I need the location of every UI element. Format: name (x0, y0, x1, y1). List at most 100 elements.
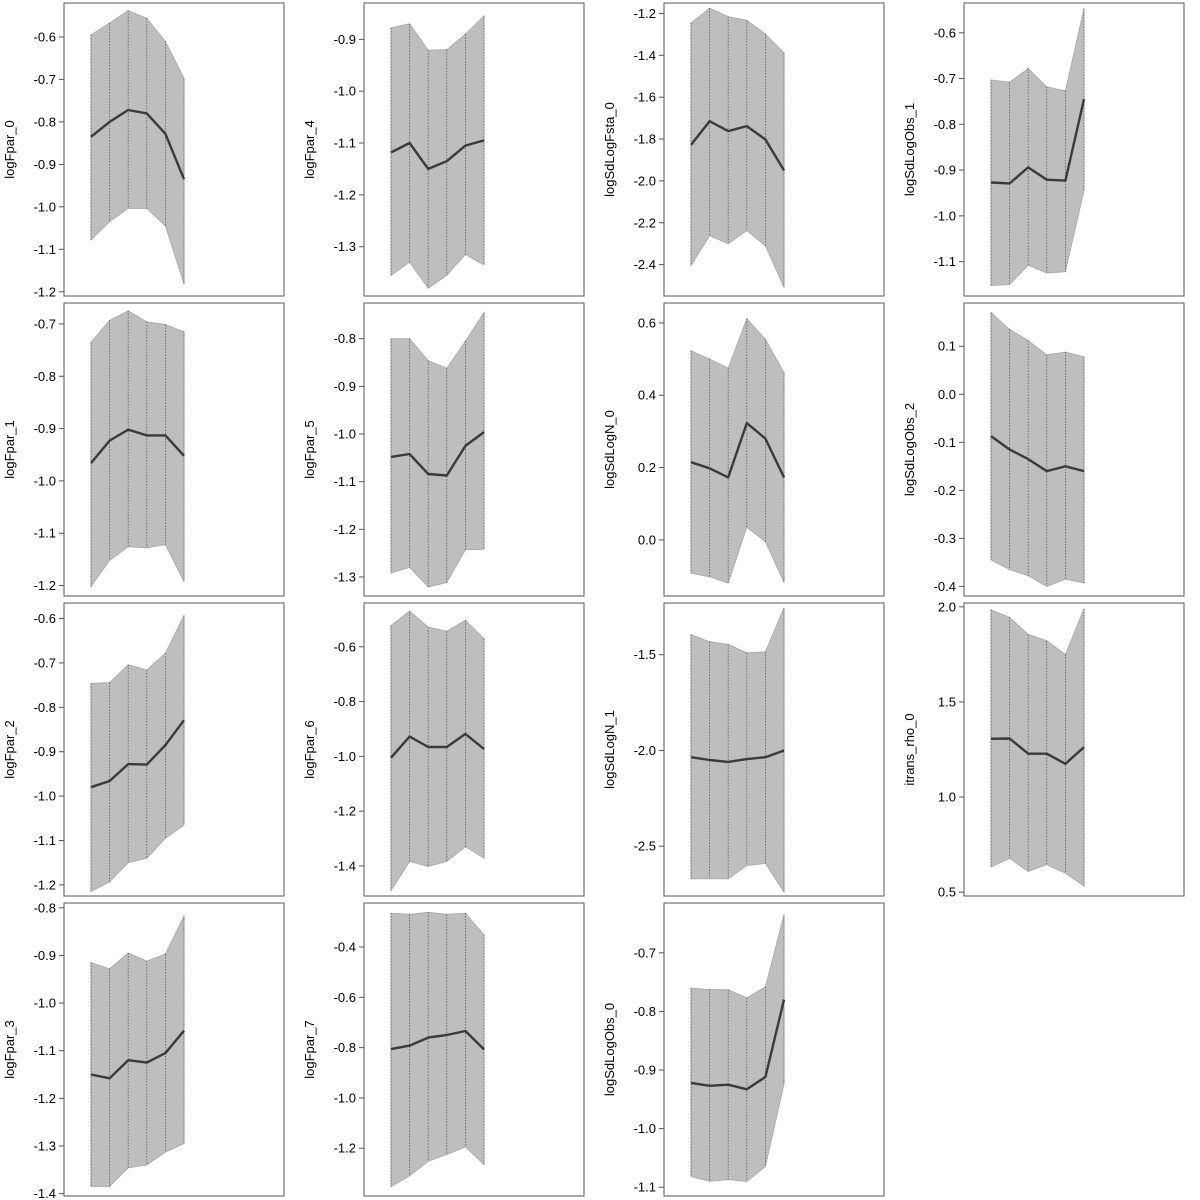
y-tick-label: -0.9 (334, 32, 356, 47)
plot-frame (63, 2, 285, 297)
y-tick-label: 2.0 (938, 599, 956, 614)
y-tick-label: -0.6 (334, 990, 356, 1005)
y-tick-label: -0.8 (34, 700, 56, 715)
panel-logSdLogObs_0: -0.7 -0.8 -0.9 -1.0 -1.1 logSdLogObs_0 (602, 902, 885, 1197)
y-axis-label: logFpar_6 (302, 720, 317, 779)
panel-logFpar_1: -0.7 -0.8 -0.9 -1.0 -1.1 -1.2 logFpar_1 (2, 302, 285, 597)
y-tick-label: -1.1 (34, 833, 56, 848)
y-tick-label: -0.8 (334, 331, 356, 346)
y-tick-label: 1.5 (938, 694, 956, 709)
y-tick-label: -1.0 (34, 199, 56, 214)
y-tick-label: -1.1 (34, 1043, 56, 1058)
y-axis-label: logSdLogN_0 (602, 410, 617, 489)
panel-logFpar_7: -0.4 -0.6 -0.8 -1.0 -1.2 logFpar_7 (302, 902, 585, 1197)
y-tick-label: -0.8 (334, 1040, 356, 1055)
confidence-band (990, 608, 1085, 887)
mean-series-line (390, 431, 485, 477)
plot-frame (663, 902, 885, 1197)
mean-series-line (690, 119, 786, 172)
y-tick-label: -1.1 (334, 474, 356, 489)
y-tick-label: -1.2 (34, 877, 56, 892)
y-tick-label: -1.2 (334, 522, 356, 537)
y-axis-label: logSdLogObs_0 (602, 1003, 617, 1096)
mean-series-line (90, 719, 185, 789)
y-tick-label: -1.0 (334, 84, 356, 99)
y-tick-label: -1.0 (34, 789, 56, 804)
plot-frame (963, 602, 1185, 897)
y-tick-label: -0.9 (34, 157, 56, 172)
y-tick-label: -0.9 (634, 1063, 656, 1078)
mean-series-line (990, 435, 1085, 473)
plot-frame (663, 2, 885, 297)
confidence-band (90, 915, 185, 1187)
panel-logSdLogObs_2: 0.1 0.0 -0.1 -0.2 -0.3 -0.4 logSdLogObs_2 (902, 302, 1185, 597)
y-axis-label: logFpar_3 (2, 1020, 17, 1079)
panel-logSdLogN_0: 0.0 0.2 0.4 0.6 logSdLogN_0 (602, 302, 885, 597)
y-tick-label: -0.7 (34, 316, 56, 331)
y-tick-label: -1.1 (934, 254, 956, 269)
y-tick-label: -1.0 (934, 208, 956, 223)
panel-logFpar_0: -0.6 -0.7 -0.8 -0.9 -1.0 -1.1 -1.2 logFpar_0 (2, 2, 285, 299)
y-axis-label: logFpar_5 (302, 420, 317, 479)
y-tick-label: 0.0 (938, 387, 956, 402)
y-tick-label: -1.6 (634, 90, 656, 105)
plot-frame (363, 902, 585, 1197)
y-tick-label: -1.3 (334, 239, 356, 254)
confidence-band (90, 615, 185, 893)
confidence-band (690, 914, 785, 1182)
y-tick-label: -0.9 (334, 379, 356, 394)
mean-series-line (390, 732, 485, 759)
y-tick-label: -1.2 (334, 1141, 356, 1156)
y-tick-label: -1.3 (34, 1138, 56, 1153)
y-tick-label: -0.8 (634, 1004, 656, 1019)
y-axis-label: logSdLogObs_1 (902, 103, 917, 196)
plot-frame (363, 2, 585, 297)
y-tick-label: -0.4 (334, 940, 356, 955)
y-tick-label: -0.7 (634, 945, 656, 960)
y-tick-label: -1.3 (334, 569, 356, 584)
y-tick-label: 0.1 (938, 339, 956, 354)
plot-frame (363, 602, 585, 897)
y-axis-label: logFpar_4 (302, 120, 317, 179)
plot-frame (663, 602, 885, 897)
y-tick-label: -0.7 (34, 72, 56, 87)
y-tick-label: -0.1 (934, 435, 956, 450)
y-axis-label: logFpar_7 (302, 1020, 317, 1079)
mean-series-line (990, 737, 1085, 765)
y-axis-label: logFpar_1 (2, 420, 17, 479)
panel-logFpar_3: -0.8 -0.9 -1.0 -1.1 -1.2 -1.3 -1.4 logFpar_3 (2, 900, 285, 1200)
y-tick-label: -0.9 (34, 948, 56, 963)
y-tick-label: -0.6 (34, 611, 56, 626)
y-tick-label: -1.4 (334, 858, 356, 873)
y-tick-label: 1.0 (938, 790, 956, 805)
y-tick-label: -0.2 (934, 483, 956, 498)
confidence-band (390, 610, 485, 892)
plot-frame (63, 902, 285, 1197)
y-tick-label: -1.0 (334, 1090, 356, 1105)
y-tick-label: -1.4 (634, 48, 656, 63)
panel-logSdLogFsta_0: -1.2 -1.4 -1.6 -1.8 -2.0 -2.2 -2.4 logSdLogFsta… (602, 2, 885, 297)
mean-series-line (390, 139, 485, 171)
mean-series-line (90, 108, 186, 180)
y-axis-label: logSdLogFsta_0 (602, 102, 617, 197)
y-tick-label: -1.2 (634, 6, 656, 21)
y-tick-label: -0.8 (34, 369, 56, 384)
confidence-band (990, 311, 1085, 587)
y-tick-label: -1.5 (634, 647, 656, 662)
y-tick-label: -1.0 (334, 749, 356, 764)
y-tick-label: -2.0 (634, 743, 656, 758)
confidence-band (390, 15, 485, 289)
y-axis-label: itrans_rho_0 (902, 713, 917, 785)
y-tick-label: 0.2 (638, 460, 656, 475)
confidence-band (90, 310, 185, 588)
confidence-band (990, 8, 1085, 286)
confidence-band (690, 607, 785, 894)
plot-frame (63, 602, 285, 897)
y-tick-label: -1.0 (34, 996, 56, 1011)
y-tick-label: -2.4 (634, 257, 656, 272)
panel-logSdLogN_1: -1.5 -2.0 -2.5 logSdLogN_1 (602, 602, 885, 897)
y-tick-label: -0.9 (934, 163, 956, 178)
panel-logFpar_4: -0.9 -1.0 -1.1 -1.2 -1.3 logFpar_4 (302, 2, 585, 297)
y-tick-label: -1.4 (34, 1186, 56, 1200)
